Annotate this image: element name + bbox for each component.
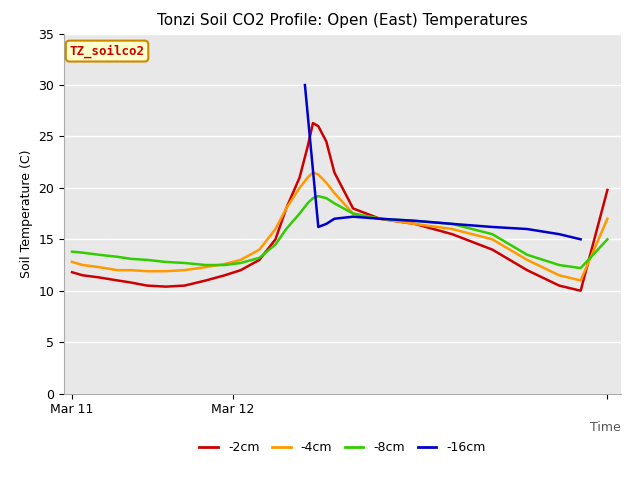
Text: TZ_soilco2: TZ_soilco2 (70, 44, 145, 58)
Title: Tonzi Soil CO2 Profile: Open (East) Temperatures: Tonzi Soil CO2 Profile: Open (East) Temp… (157, 13, 528, 28)
Text: Time: Time (590, 420, 621, 433)
Legend: -2cm, -4cm, -8cm, -16cm: -2cm, -4cm, -8cm, -16cm (194, 436, 491, 459)
Y-axis label: Soil Temperature (C): Soil Temperature (C) (20, 149, 33, 278)
